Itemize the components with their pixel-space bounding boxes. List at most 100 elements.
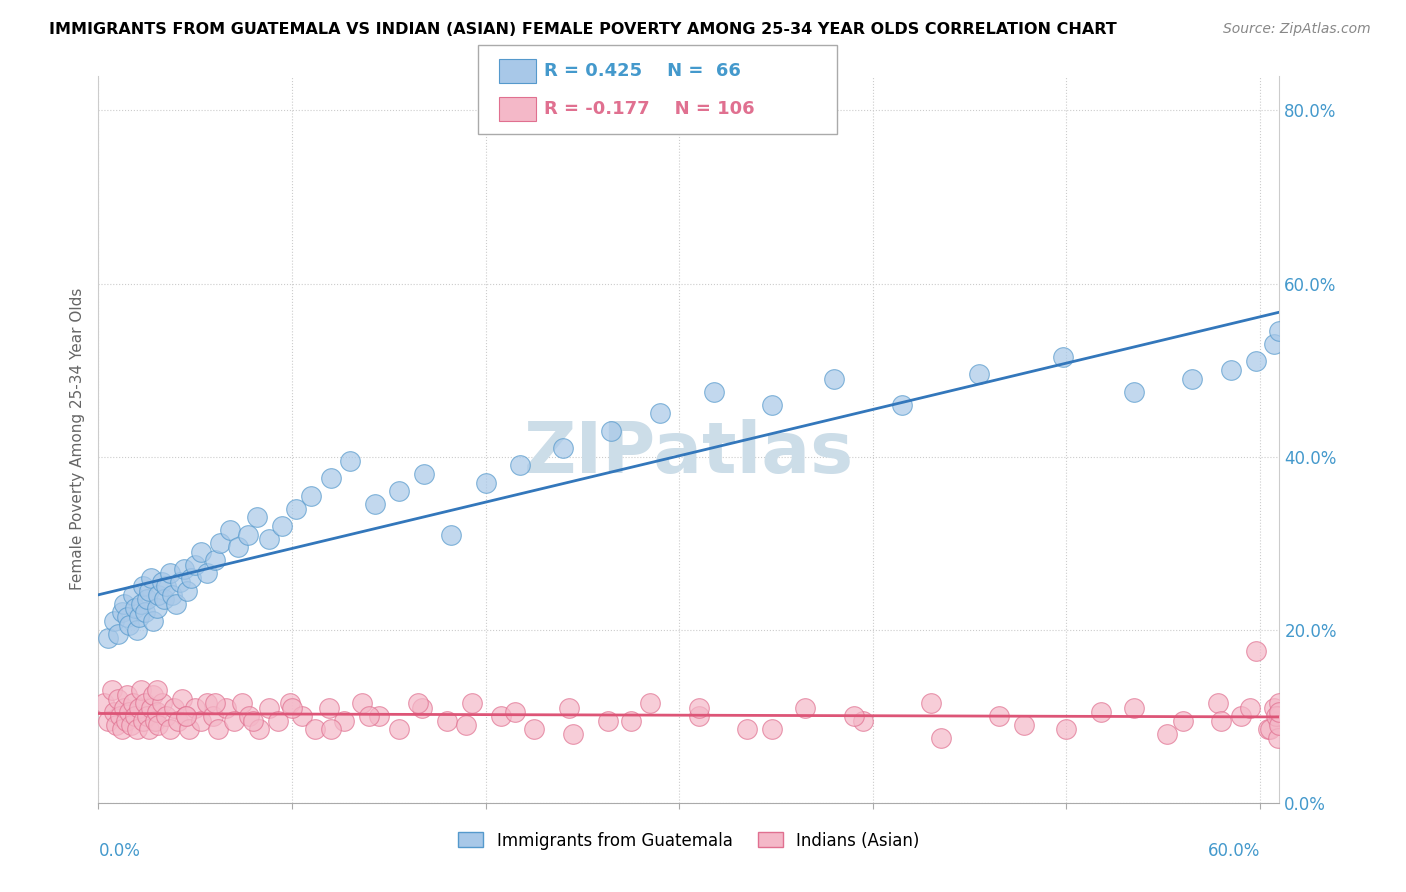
Point [523, 723, 546, 737]
Point [184, 558, 207, 572]
Point [387, 723, 409, 737]
Point [456, 718, 478, 732]
Point [209, 536, 232, 550]
Point [304, 723, 326, 737]
Point [138, 723, 160, 737]
Point [148, 588, 170, 602]
Point [190, 545, 212, 559]
Point [1181, 372, 1204, 386]
Point [339, 454, 361, 468]
Point [222, 714, 245, 728]
Point [132, 714, 155, 728]
Text: ZIPatlas: ZIPatlas [524, 419, 853, 488]
Point [173, 562, 195, 576]
Point [600, 424, 623, 438]
Point [226, 541, 249, 555]
Point [1220, 363, 1243, 377]
Point [852, 714, 875, 728]
Point [1258, 723, 1281, 737]
Point [257, 532, 280, 546]
Point [150, 696, 173, 710]
Point [350, 696, 373, 710]
Point [238, 709, 260, 723]
Point [823, 372, 845, 386]
Point [1056, 723, 1078, 737]
Point [247, 723, 270, 737]
Point [1268, 705, 1291, 719]
Point [207, 723, 229, 737]
Legend: Immigrants from Guatemala, Indians (Asian): Immigrants from Guatemala, Indians (Asia… [451, 825, 927, 856]
Point [134, 696, 156, 710]
Point [148, 718, 170, 732]
Point [107, 692, 129, 706]
Point [246, 510, 269, 524]
Point [114, 714, 136, 728]
Point [108, 709, 131, 723]
Point [257, 700, 280, 714]
Point [281, 700, 304, 714]
Point [299, 489, 322, 503]
Point [215, 700, 238, 714]
Point [596, 714, 619, 728]
Point [127, 623, 149, 637]
Point [118, 705, 141, 719]
Point [284, 501, 307, 516]
Point [159, 566, 181, 581]
Point [1239, 700, 1261, 714]
Point [368, 709, 391, 723]
Point [1123, 384, 1146, 399]
Point [169, 575, 191, 590]
Point [153, 592, 176, 607]
Point [1244, 644, 1267, 658]
Point [117, 688, 139, 702]
Point [1257, 723, 1279, 737]
Point [271, 519, 294, 533]
Point [688, 709, 710, 723]
Point [170, 692, 193, 706]
Text: R = 0.425    N =  66: R = 0.425 N = 66 [544, 62, 741, 79]
Point [969, 368, 991, 382]
Point [929, 731, 952, 745]
Point [1090, 705, 1112, 719]
Point [319, 723, 342, 737]
Point [111, 606, 134, 620]
Point [97, 714, 120, 728]
Point [231, 696, 253, 710]
Point [139, 571, 162, 585]
Point [387, 484, 409, 499]
Point [236, 527, 259, 541]
Point [195, 696, 218, 710]
Point [1244, 354, 1267, 368]
Point [143, 714, 166, 728]
Point [135, 592, 157, 607]
Text: Source: ZipAtlas.com: Source: ZipAtlas.com [1223, 22, 1371, 37]
Point [219, 523, 242, 537]
Point [1156, 726, 1178, 740]
Point [159, 723, 181, 737]
Point [842, 709, 865, 723]
Point [291, 709, 314, 723]
Point [165, 597, 187, 611]
Point [155, 579, 177, 593]
Point [688, 700, 710, 714]
Point [333, 714, 356, 728]
Point [1206, 696, 1229, 710]
Text: R = -0.177    N = 106: R = -0.177 N = 106 [544, 100, 755, 119]
Point [174, 709, 197, 723]
Point [1268, 324, 1291, 338]
Point [190, 714, 212, 728]
Point [364, 497, 387, 511]
Point [440, 527, 463, 541]
Point [129, 683, 152, 698]
Point [135, 709, 157, 723]
Point [411, 700, 433, 714]
Point [987, 709, 1010, 723]
Point [1171, 714, 1194, 728]
Point [127, 723, 149, 737]
Point [1268, 696, 1291, 710]
Point [128, 700, 150, 714]
Point [122, 588, 145, 602]
Point [117, 609, 139, 624]
Point [145, 601, 167, 615]
Point [489, 709, 512, 723]
